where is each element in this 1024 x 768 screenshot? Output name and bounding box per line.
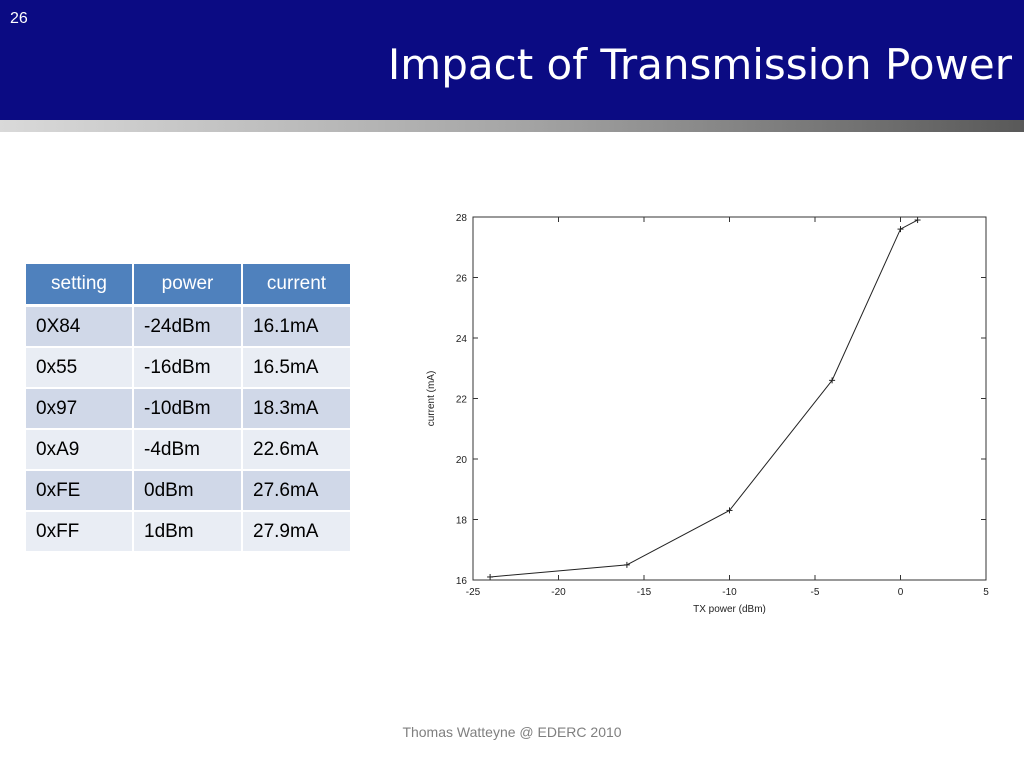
title-bar: 26 Impact of Transmission Power	[0, 0, 1024, 120]
table-header-row: setting power current	[26, 264, 350, 307]
y-tick-label: 26	[456, 274, 468, 285]
table-row: 0xA9 -4dBm 22.6mA	[26, 430, 350, 471]
cell-setting: 0xA9	[26, 430, 134, 471]
x-tick-label: -20	[551, 587, 566, 598]
cell-setting: 0x97	[26, 389, 134, 430]
gradient-band	[0, 120, 1024, 132]
header-current: current	[243, 264, 350, 307]
data-point	[623, 561, 630, 568]
y-tick-label: 28	[456, 213, 468, 224]
x-tick-label: -15	[637, 587, 652, 598]
cell-power: -4dBm	[134, 430, 243, 471]
cell-current: 16.1mA	[243, 307, 350, 348]
cell-setting: 0X84	[26, 307, 134, 348]
cell-current: 18.3mA	[243, 389, 350, 430]
x-tick-label: -25	[466, 587, 481, 598]
y-tick-label: 22	[456, 395, 468, 406]
y-axis-label: current (mA)	[426, 371, 437, 427]
data-point	[897, 226, 904, 233]
x-axis-label: TX power (dBm)	[693, 604, 766, 615]
cell-power: 0dBm	[134, 471, 243, 512]
cell-power: -16dBm	[134, 348, 243, 389]
cell-power: -24dBm	[134, 307, 243, 348]
cell-power: 1dBm	[134, 512, 243, 553]
y-tick-label: 24	[456, 334, 468, 345]
cell-current: 16.5mA	[243, 348, 350, 389]
cell-current: 27.6mA	[243, 471, 350, 512]
y-tick-label: 20	[456, 455, 468, 466]
slide-number: 26	[10, 10, 28, 27]
footer-credit: Thomas Watteyne @ EDERC 2010	[402, 724, 622, 740]
cell-setting: 0x55	[26, 348, 134, 389]
data-point	[829, 377, 836, 384]
power-table: setting power current 0X84 -24dBm 16.1mA…	[26, 264, 350, 553]
current-vs-power-chart: -25 -20 -15 -10 -5 0 5 16 18 20 22 24 26 28 TX power …	[420, 200, 1020, 630]
table-row: 0x55 -16dBm 16.5mA	[26, 348, 350, 389]
series-line	[490, 219, 918, 578]
x-tick-label: 0	[898, 587, 904, 598]
table-row: 0X84 -24dBm 16.1mA	[26, 307, 350, 348]
cell-current: 22.6mA	[243, 430, 350, 471]
table-row: 0xFE 0dBm 27.6mA	[26, 471, 350, 512]
cell-power: -10dBm	[134, 389, 243, 430]
x-tick-label: -5	[811, 587, 820, 598]
y-tick-label: 16	[456, 576, 468, 587]
series-group	[487, 217, 921, 580]
plot-frame	[472, 216, 987, 581]
axis-ticks: -25 -20 -15 -10 -5 0 5 16 18 20 22 24 26 28	[456, 213, 989, 598]
data-point	[487, 573, 494, 580]
data-point	[726, 507, 733, 514]
table-row: 0x97 -10dBm 18.3mA	[26, 389, 350, 430]
data-point	[914, 217, 921, 224]
cell-setting: 0xFF	[26, 512, 134, 553]
header-power: power	[134, 264, 243, 307]
slide-title: Impact of Transmission Power	[387, 40, 1012, 89]
x-tick-label: -10	[722, 587, 737, 598]
y-tick-label: 18	[456, 516, 468, 527]
x-tick-label: 5	[983, 587, 989, 598]
cell-current: 27.9mA	[243, 512, 350, 553]
table-row: 0xFF 1dBm 27.9mA	[26, 512, 350, 553]
cell-setting: 0xFE	[26, 471, 134, 512]
chart-svg: -25 -20 -15 -10 -5 0 5 16 18 20 22 24 26 28 TX power …	[426, 213, 989, 615]
header-setting: setting	[26, 264, 134, 307]
